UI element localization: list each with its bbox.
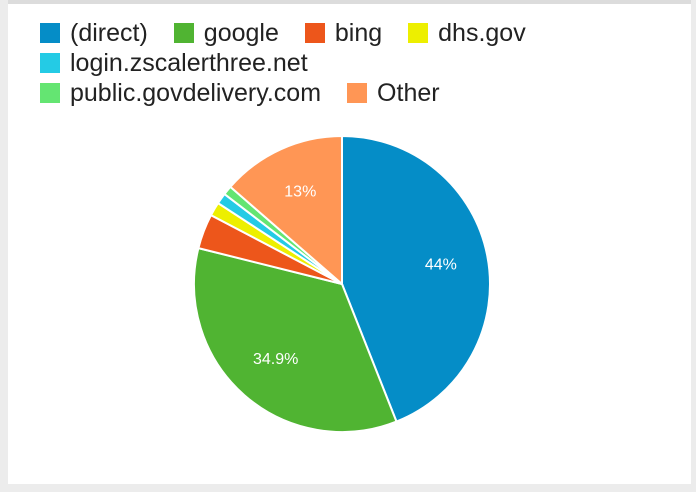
legend-label-public-govdelivery: public.govdelivery.com	[70, 79, 322, 107]
legend-item-dhs-gov[interactable]: dhs.gov	[408, 18, 526, 48]
legend-swatch-bing	[304, 23, 325, 43]
legend-label-other: Other	[377, 79, 440, 107]
legend-item-other[interactable]: Other	[347, 78, 440, 108]
legend-item-bing[interactable]: bing	[304, 18, 383, 48]
pie-slice-label-0: 44%	[425, 256, 457, 273]
legend-swatch-login-zscalerthree	[40, 53, 60, 73]
legend-swatch-direct	[40, 23, 60, 43]
legend-swatch-google	[173, 23, 194, 43]
pie-slice-0[interactable]	[341, 134, 491, 423]
pie-slice-6[interactable]	[228, 134, 343, 287]
legend-swatch-dhs-gov	[408, 23, 429, 43]
legend-label-login-zscalerthree: login.zscalerthree.net	[70, 49, 308, 77]
legend-label-direct: (direct)	[70, 19, 148, 47]
pie-slice-label-1: 34.9%	[253, 351, 298, 368]
chart-legend: (direct) google bing dhs.gov login.zscal…	[40, 18, 681, 108]
legend-label-google: google	[203, 19, 279, 47]
pie-slice-1[interactable]	[193, 246, 398, 433]
legend-row: login.zscalerthree.net	[40, 48, 681, 78]
legend-swatch-other	[347, 83, 368, 103]
legend-swatch-public-govdelivery	[40, 83, 60, 103]
legend-item-google[interactable]: google	[173, 18, 279, 48]
pie-slice-label-6: 13%	[284, 184, 316, 201]
legend-label-dhs-gov: dhs.gov	[438, 19, 526, 47]
legend-item-direct[interactable]: (direct)	[40, 18, 148, 48]
legend-row: public.govdelivery.com Other	[40, 78, 681, 108]
legend-row: (direct) google bing dhs.gov	[40, 18, 681, 48]
legend-item-public-govdelivery[interactable]: public.govdelivery.com	[40, 78, 321, 108]
legend-label-bing: bing	[334, 19, 383, 47]
legend-item-login-zscalerthree[interactable]: login.zscalerthree.net	[40, 48, 308, 78]
